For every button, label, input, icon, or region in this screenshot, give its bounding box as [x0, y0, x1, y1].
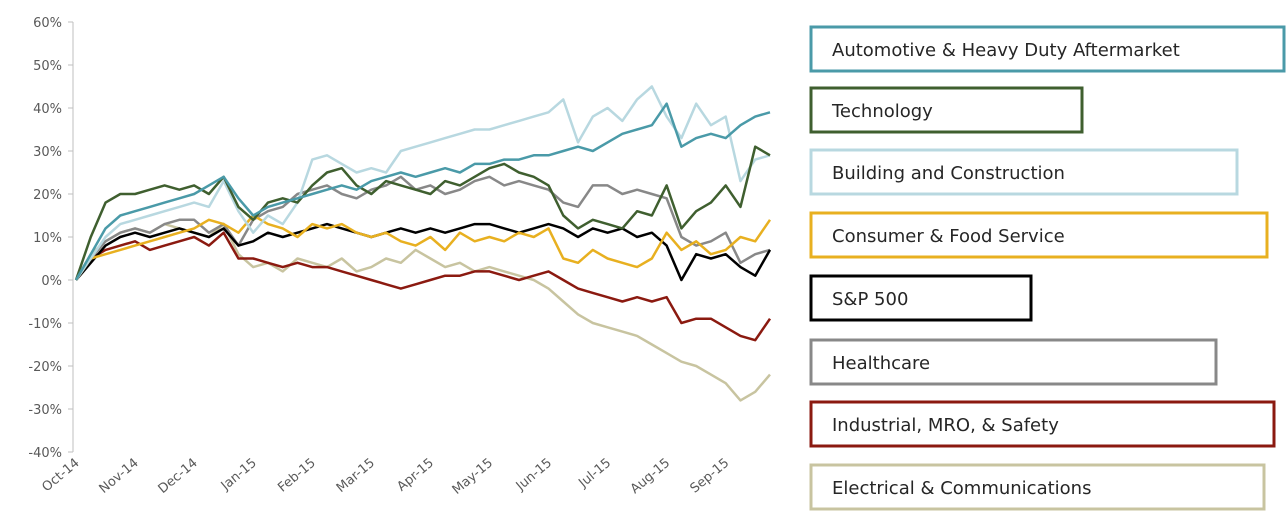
series-line — [74, 231, 772, 342]
x-tick-label: Jul-15 — [575, 456, 614, 492]
legend-label: Healthcare — [832, 353, 930, 374]
y-tick-label: -10% — [28, 317, 62, 332]
legend-label: Technology — [831, 101, 933, 122]
series-line — [74, 222, 771, 402]
x-tick-label: Apr-15 — [394, 456, 437, 495]
y-tick-label: 60% — [33, 16, 62, 31]
x-tick-label: Dec-14 — [156, 456, 201, 497]
x-tick-label: Jun-15 — [513, 456, 555, 495]
legend-label: Automotive & Heavy Duty Aftermarket — [832, 40, 1180, 61]
y-tick-label: 20% — [33, 188, 62, 203]
y-tick-label: -20% — [28, 360, 62, 375]
y-tick-label: 30% — [33, 145, 62, 160]
x-tick-label: May-15 — [450, 456, 496, 498]
y-tick-label: -30% — [28, 403, 62, 418]
series-line — [74, 102, 771, 281]
legend-label: Electrical & Communications — [832, 478, 1091, 499]
y-tick-label: 0% — [41, 274, 62, 289]
x-tick-label: Jan-15 — [218, 456, 260, 495]
legend-box — [809, 25, 1286, 73]
legend-box — [809, 463, 1266, 511]
series-line — [74, 85, 771, 281]
legend-label: Industrial, MRO, & Safety — [832, 415, 1059, 436]
legend-box — [809, 211, 1269, 259]
x-tick-label: Mar-15 — [334, 456, 378, 496]
legend-box — [809, 274, 1033, 322]
legend-box — [809, 148, 1239, 196]
series-line — [74, 175, 771, 281]
y-tick-label: 10% — [33, 231, 62, 246]
legend-box — [809, 338, 1218, 386]
legend-box — [809, 86, 1084, 134]
x-tick-label: Oct-14 — [39, 456, 82, 496]
legend-label: Building and Construction — [832, 163, 1065, 184]
x-tick-label: Aug-15 — [628, 456, 673, 497]
series-line — [74, 145, 771, 281]
y-tick-label: 50% — [33, 59, 62, 74]
legend-label: Consumer & Food Service — [832, 226, 1065, 247]
series-line — [75, 222, 772, 282]
legend-box — [809, 400, 1276, 448]
y-tick-label: -40% — [28, 446, 62, 461]
legend-label: S&P 500 — [832, 289, 908, 310]
x-tick-label: Nov-14 — [97, 456, 142, 497]
y-tick-label: 40% — [33, 102, 62, 117]
x-tick-label: Feb-15 — [275, 456, 319, 496]
series-line — [74, 214, 772, 281]
x-tick-label: Sep-15 — [688, 456, 733, 497]
